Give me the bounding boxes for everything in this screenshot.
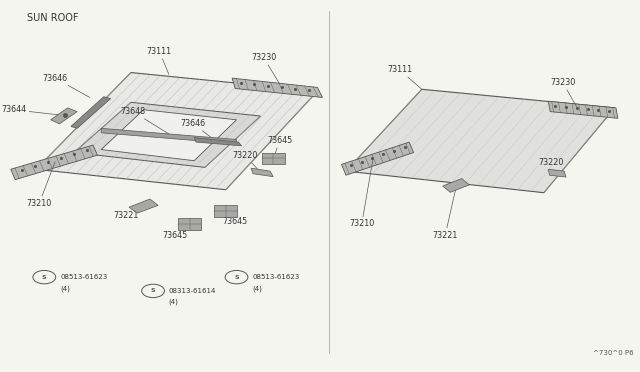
Text: 73221: 73221 [433, 185, 458, 240]
Polygon shape [101, 128, 237, 144]
Polygon shape [74, 102, 260, 167]
Text: 73210: 73210 [349, 158, 374, 228]
Text: (4): (4) [60, 285, 70, 292]
Text: S: S [234, 275, 239, 280]
Polygon shape [342, 142, 413, 175]
Polygon shape [214, 205, 237, 217]
Text: 73644: 73644 [1, 105, 63, 115]
Polygon shape [443, 179, 469, 192]
Text: (4): (4) [169, 299, 179, 305]
Text: SUN ROOF: SUN ROOF [27, 13, 78, 23]
Polygon shape [548, 169, 566, 177]
Text: S: S [151, 288, 156, 294]
Text: 73230: 73230 [550, 78, 577, 107]
Polygon shape [262, 153, 285, 164]
Text: ^730^0 P6: ^730^0 P6 [593, 350, 634, 356]
Polygon shape [71, 97, 111, 128]
Text: 73221: 73221 [114, 206, 143, 220]
Text: 73210: 73210 [27, 162, 55, 208]
Text: 08513-61623: 08513-61623 [252, 274, 300, 280]
Text: 73645: 73645 [223, 212, 248, 226]
Text: 08513-61623: 08513-61623 [60, 274, 108, 280]
Text: 73646: 73646 [180, 119, 216, 141]
Text: 73111: 73111 [387, 65, 422, 89]
Polygon shape [129, 199, 158, 213]
Text: 73645: 73645 [267, 136, 292, 159]
Polygon shape [548, 101, 618, 118]
Text: 73111: 73111 [147, 47, 172, 74]
Polygon shape [251, 168, 273, 177]
Polygon shape [232, 78, 323, 97]
Text: 73220: 73220 [232, 151, 260, 172]
Text: 08313-61614: 08313-61614 [169, 288, 216, 294]
Text: S: S [42, 275, 47, 280]
Text: 73646: 73646 [42, 74, 90, 97]
Text: 73230: 73230 [251, 53, 280, 84]
Text: 73645: 73645 [163, 225, 189, 240]
Polygon shape [36, 73, 317, 190]
Polygon shape [101, 110, 237, 161]
Text: 73648: 73648 [120, 107, 169, 134]
Polygon shape [346, 89, 614, 193]
Text: (4): (4) [252, 285, 262, 292]
Polygon shape [11, 145, 97, 180]
Polygon shape [51, 108, 77, 124]
Polygon shape [194, 138, 241, 146]
Polygon shape [179, 218, 201, 230]
Text: 73220: 73220 [539, 158, 564, 173]
